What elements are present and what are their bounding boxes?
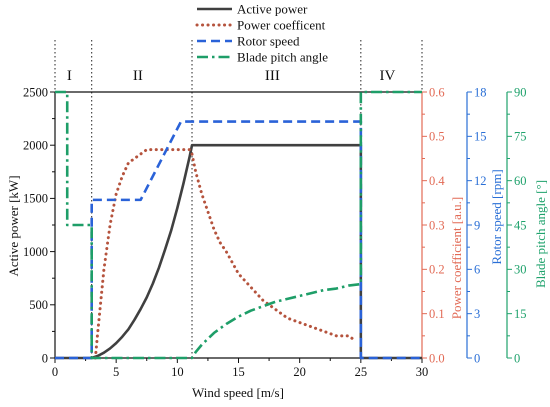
y-tick-label: 3 (474, 307, 480, 321)
region-label: IV (380, 68, 396, 84)
series-line-blade-pitch-angle (55, 90, 422, 360)
series-line-active-power (55, 143, 422, 360)
x-axis-title: Wind speed [m/s] (192, 385, 284, 400)
y-tick-label: 15 (474, 130, 487, 144)
y-tick-label: 0 (42, 351, 48, 365)
y-tick-label: 2500 (23, 85, 48, 99)
region-label: I (67, 68, 72, 84)
region-label: II (133, 68, 143, 84)
y-axis-title-power-coefficient: Power coefficient [a.u.] (449, 197, 464, 319)
legend-label: Blade pitch angle (237, 50, 328, 65)
legend-item: Power coefficent (195, 18, 326, 33)
y-tick-label: 1500 (23, 192, 48, 206)
series-line-power-coefficent (93, 148, 357, 360)
x-tick-label: 15 (232, 365, 245, 379)
y-tick-label: 0.2 (429, 263, 445, 277)
region-label: III (265, 68, 280, 84)
y-tick-label: 0.4 (429, 174, 445, 188)
plot-series (55, 90, 422, 360)
x-tick-label: 5 (113, 365, 119, 379)
y-tick-label: 0 (514, 351, 520, 365)
y-tick-label: 0.5 (429, 130, 445, 144)
y-tick-label: 18 (474, 85, 487, 99)
y-tick-label: 0.3 (429, 218, 445, 232)
x-tick-label: 25 (355, 365, 368, 379)
y-tick-label: 500 (29, 298, 48, 312)
y-tick-label: 15 (514, 307, 527, 321)
legend-item: Rotor speed (197, 34, 300, 49)
y-tick-label: 9 (474, 218, 480, 232)
y-axis-title-rotor-speed: Rotor speed [rpm] (489, 169, 504, 264)
y-tick-label: 30 (514, 263, 527, 277)
y-tick-label: 1000 (23, 245, 48, 259)
y-tick-label: 0.1 (429, 307, 445, 321)
y-tick-label: 0.6 (429, 85, 445, 99)
y-axis-title-blade-pitch-angle: Blade pitch angle [°] (533, 180, 548, 288)
legend-label: Active power (237, 2, 308, 17)
y-tick-label: 6 (474, 263, 480, 277)
series-line-rotor-speed (55, 120, 422, 360)
x-tick-label: 10 (171, 365, 184, 379)
x-tick-label: 0 (52, 365, 58, 379)
y-tick-label: 0 (474, 351, 480, 365)
y-tick-label: 2000 (23, 139, 48, 153)
y-tick-label: 12 (474, 174, 487, 188)
legend-item: Active power (197, 2, 308, 17)
y-tick-label: 90 (514, 85, 527, 99)
y-tick-label: 45 (514, 218, 527, 232)
x-tick-label: 20 (293, 365, 306, 379)
y-axis-title-active-power: Active power [kW] (6, 175, 21, 276)
x-tick-label: 30 (416, 365, 429, 379)
y-tick-label: 75 (514, 130, 527, 144)
y-tick-label: 60 (514, 174, 527, 188)
legend-label: Rotor speed (237, 34, 300, 49)
legend-item: Blade pitch angle (197, 50, 328, 65)
y-tick-label: 0.0 (429, 351, 445, 365)
legend-label: Power coefficent (237, 18, 326, 33)
